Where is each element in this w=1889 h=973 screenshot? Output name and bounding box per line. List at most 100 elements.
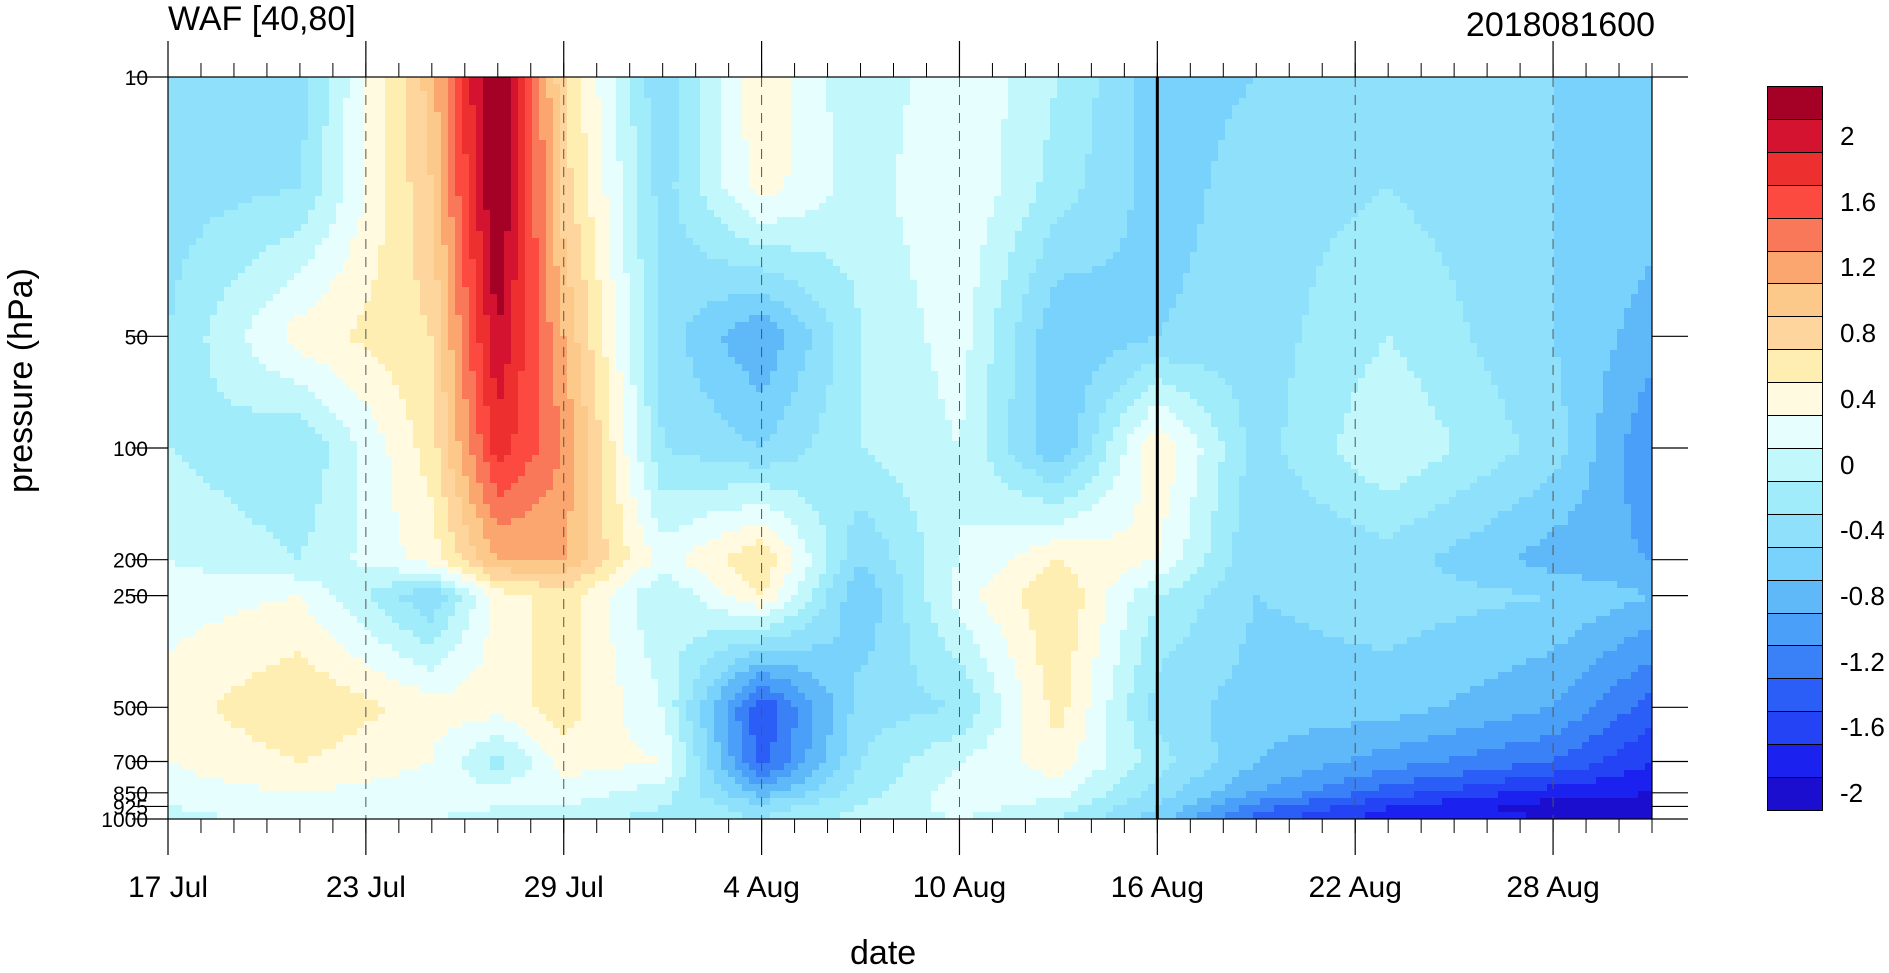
contour-cell bbox=[1344, 203, 1352, 211]
contour-cell bbox=[1365, 161, 1373, 169]
contour-cell bbox=[469, 84, 477, 92]
contour-cell bbox=[938, 189, 946, 197]
contour-cell bbox=[630, 112, 638, 120]
contour-cell bbox=[525, 84, 533, 92]
contour-cell bbox=[826, 231, 834, 239]
contour-cell bbox=[847, 84, 855, 92]
contour-cell bbox=[609, 182, 617, 190]
contour-cell bbox=[280, 147, 288, 155]
contour-cell bbox=[1043, 91, 1051, 99]
contour-cell bbox=[1288, 84, 1296, 92]
contour-cell bbox=[1302, 203, 1310, 211]
contour-cell bbox=[1274, 147, 1282, 155]
contour-cell bbox=[1309, 84, 1317, 92]
contour-cell bbox=[1309, 105, 1317, 113]
contour-cell bbox=[1631, 182, 1639, 190]
contour-cell bbox=[1106, 154, 1114, 162]
contour-cell bbox=[532, 119, 540, 127]
contour-cell bbox=[595, 182, 603, 190]
contour-cell bbox=[721, 147, 729, 155]
contour-cell bbox=[973, 224, 981, 232]
contour-cell bbox=[819, 140, 827, 148]
contour-cell bbox=[714, 210, 722, 218]
contour-cell bbox=[1064, 105, 1072, 113]
contour-cell bbox=[903, 168, 911, 176]
contour-cell bbox=[1281, 140, 1289, 148]
contour-cell bbox=[770, 119, 778, 127]
contour-cell bbox=[1120, 175, 1128, 183]
contour-cell bbox=[1547, 196, 1555, 204]
contour-cell bbox=[1176, 126, 1184, 134]
contour-cell bbox=[798, 140, 806, 148]
contour-cell bbox=[1239, 182, 1247, 190]
contour-cell bbox=[602, 196, 610, 204]
contour-cell bbox=[497, 161, 505, 169]
contour-cell bbox=[1211, 224, 1219, 232]
contour-cell bbox=[308, 77, 316, 85]
contour-cell bbox=[210, 203, 218, 211]
contour-cell bbox=[385, 133, 393, 141]
contour-cell bbox=[287, 203, 295, 211]
contour-cell bbox=[1568, 77, 1576, 85]
contour-cell bbox=[1540, 133, 1548, 141]
contour-cell bbox=[1330, 196, 1338, 204]
contour-cell bbox=[490, 224, 498, 232]
contour-cell bbox=[539, 203, 547, 211]
contour-cell bbox=[1547, 154, 1555, 162]
contour-cell bbox=[581, 231, 589, 239]
contour-cell bbox=[1225, 182, 1233, 190]
contour-cell bbox=[595, 210, 603, 218]
contour-cell bbox=[322, 224, 330, 232]
contour-cell bbox=[1393, 91, 1401, 99]
contour-cell bbox=[266, 112, 274, 120]
contour-cell bbox=[679, 77, 687, 85]
contour-cell bbox=[518, 119, 526, 127]
contour-cell bbox=[1225, 84, 1233, 92]
contour-cell bbox=[1484, 196, 1492, 204]
contour-cell bbox=[644, 203, 652, 211]
contour-cell bbox=[945, 238, 953, 246]
contour-cell bbox=[609, 217, 617, 225]
contour-cell bbox=[1505, 147, 1513, 155]
contour-cell bbox=[1246, 217, 1254, 225]
contour-cell bbox=[1246, 77, 1254, 85]
contour-cell bbox=[840, 210, 848, 218]
contour-cell bbox=[1358, 119, 1366, 127]
contour-cell bbox=[1071, 126, 1079, 134]
contour-cell bbox=[1302, 210, 1310, 218]
contour-cell bbox=[672, 182, 680, 190]
contour-cell bbox=[525, 112, 533, 120]
contour-cell bbox=[203, 154, 211, 162]
contour-cell bbox=[315, 147, 323, 155]
contour-cell bbox=[1162, 210, 1170, 218]
contour-cell bbox=[1645, 112, 1652, 120]
contour-cell bbox=[763, 224, 771, 232]
contour-cell bbox=[595, 105, 603, 113]
contour-cell bbox=[1323, 112, 1331, 120]
contour-cell bbox=[1085, 77, 1093, 85]
contour-cell bbox=[385, 126, 393, 134]
contour-cell bbox=[1141, 175, 1149, 183]
contour-cell bbox=[1442, 133, 1450, 141]
contour-cell bbox=[504, 224, 512, 232]
contour-cell bbox=[777, 84, 785, 92]
contour-cell bbox=[623, 77, 631, 85]
contour-cell bbox=[1134, 154, 1142, 162]
contour-cell bbox=[847, 77, 855, 85]
contour-cell bbox=[735, 238, 743, 246]
contour-cell bbox=[1519, 91, 1527, 99]
contour-cell bbox=[1169, 203, 1177, 211]
contour-cell bbox=[1169, 126, 1177, 134]
contour-cell bbox=[875, 231, 883, 239]
contour-cell bbox=[1267, 147, 1275, 155]
contour-cell bbox=[931, 119, 939, 127]
contour-cell bbox=[175, 91, 183, 99]
contour-cell bbox=[1414, 112, 1422, 120]
contour-cell bbox=[434, 112, 442, 120]
contour-cell bbox=[378, 196, 386, 204]
contour-cell bbox=[1043, 84, 1051, 92]
contour-cell bbox=[777, 210, 785, 218]
contour-cell bbox=[280, 140, 288, 148]
contour-cell bbox=[1470, 77, 1478, 85]
contour-cell bbox=[1099, 77, 1107, 85]
